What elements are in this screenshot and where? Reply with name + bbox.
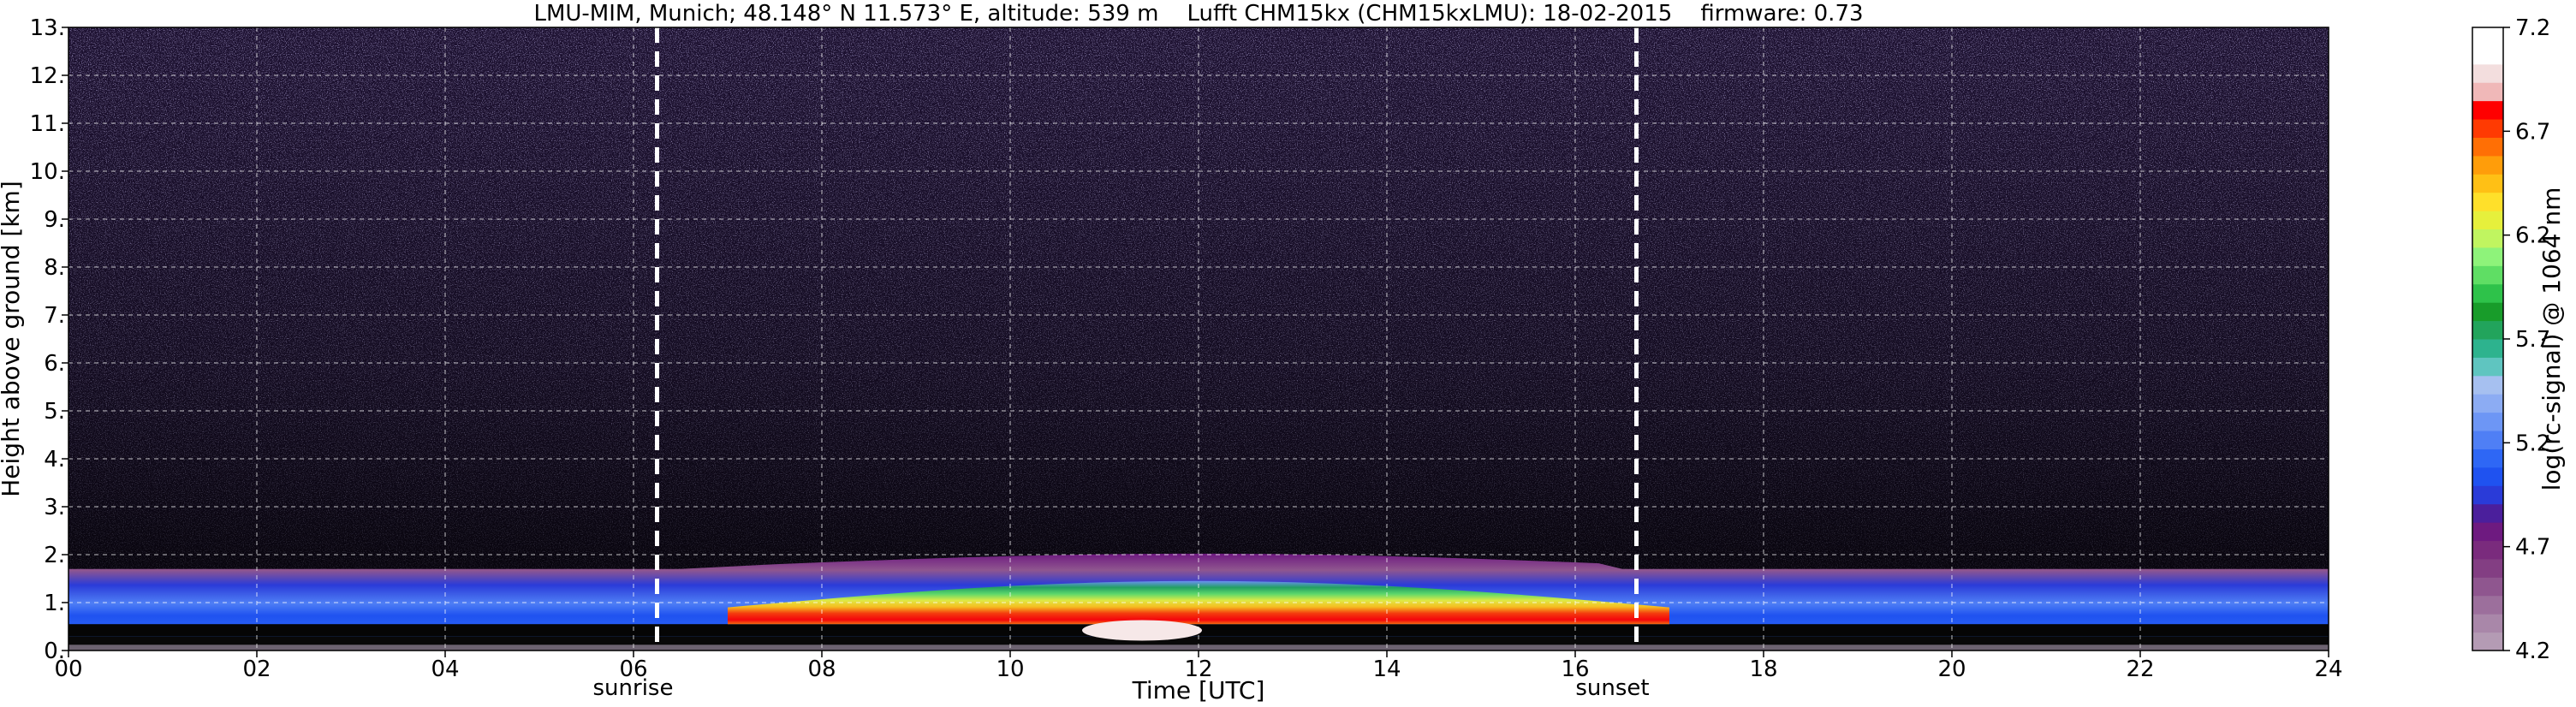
colorbar-swatch (2472, 63, 2503, 83)
y-axis: 0. 1. 2. 3. 4. 5. 6. 7. 8. 9. 10. 11. 12. 13. (30, 15, 68, 664)
colorbar-swatch (2472, 283, 2503, 303)
y-tick-label: 0. (44, 639, 65, 664)
x-tick-label: 00 (54, 656, 82, 682)
colorbar-swatch (2472, 45, 2503, 65)
colorbar-swatch (2472, 357, 2503, 377)
x-tick-label: 20 (1937, 656, 1966, 682)
annotation-sunset: sunset (1575, 675, 1649, 701)
y-tick-label: 13. (30, 15, 65, 41)
colorbar-tick-label: 5.2 (2515, 431, 2550, 456)
annotation-sunrise: sunrise (593, 675, 674, 701)
y-tick-label: 3. (44, 495, 65, 520)
x-tick-label: 16 (1561, 656, 1589, 682)
colorbar-swatch (2472, 265, 2503, 285)
sun-markers (655, 27, 1639, 651)
x-tick-label: 10 (996, 656, 1024, 682)
colorbar-swatch (2472, 27, 2503, 46)
saturated-patch (1082, 620, 1202, 641)
colorbar-swatch (2472, 375, 2503, 395)
colorbar-tick-label: 5.7 (2515, 327, 2550, 353)
colorbar-swatch (2472, 119, 2503, 138)
y-tick-label: 8. (44, 255, 65, 281)
colorbar-swatch (2472, 431, 2503, 449)
x-axis: 00 02 04 06 08 10 12 14 16 18 20 22 24 (54, 651, 2343, 682)
y-axis-label: Height above ground [km] (0, 181, 25, 497)
colorbar-swatch (2472, 485, 2503, 505)
colorbar-swatch (2472, 394, 2503, 413)
colorbar-swatch (2472, 540, 2503, 560)
colorbar: 4.2 4.7 5.2 5.7 6.2 6.7 7.2 (2472, 15, 2550, 664)
colorbar-swatch (2472, 302, 2503, 322)
annotations: sunrise sunset (593, 675, 1650, 701)
colorbar-swatch (2472, 229, 2503, 248)
colorbar-label: log(rc-signal) @ 1064 nm (2537, 187, 2566, 491)
colorbar-tick-label: 4.7 (2515, 535, 2550, 561)
colorbar-tick-label: 7.2 (2515, 15, 2550, 41)
colorbar-swatch (2472, 614, 2503, 633)
y-tick-label: 11. (30, 111, 65, 137)
x-tick-label: 24 (2314, 656, 2342, 682)
colorbar-swatch (2472, 192, 2503, 211)
x-tick-label: 22 (2126, 656, 2154, 682)
colorbar-swatch (2472, 137, 2503, 157)
x-tick-label: 04 (431, 656, 459, 682)
colorbar-swatch (2472, 503, 2503, 523)
x-tick-label: 08 (807, 656, 836, 682)
colorbar-swatch (2472, 412, 2503, 431)
colorbar-swatch (2472, 247, 2503, 266)
colorbar-swatch (2472, 577, 2503, 597)
y-tick-label: 2. (44, 543, 65, 568)
colorbar-swatch (2472, 632, 2503, 651)
x-tick-label: 02 (242, 656, 271, 682)
y-tick-label: 4. (44, 447, 65, 472)
x-tick-label: 14 (1372, 656, 1401, 682)
colorbar-tick-label: 6.7 (2515, 119, 2550, 145)
colorbar-swatch (2472, 558, 2503, 578)
y-tick-label: 7. (44, 303, 65, 329)
colorbar-swatch (2472, 595, 2503, 615)
colorbar-swatch (2472, 466, 2503, 486)
y-tick-label: 9. (44, 207, 65, 233)
colorbar-swatch (2472, 155, 2503, 175)
y-tick-label: 12. (30, 63, 65, 89)
colorbar-swatch (2472, 82, 2503, 102)
y-tick-label: 5. (44, 399, 65, 425)
x-axis-label: Time [UTC] (1132, 676, 1265, 704)
colorbar-tick-label: 6.2 (2515, 223, 2550, 249)
y-tick-label: 6. (44, 351, 65, 377)
x-tick-label: 12 (1184, 656, 1212, 682)
colorbar-swatch (2472, 449, 2503, 468)
y-tick-label: 10. (30, 159, 65, 185)
colorbar-tick-label: 4.2 (2515, 639, 2550, 664)
grid-lines (68, 27, 2329, 651)
colorbar-swatch (2472, 339, 2503, 358)
colorbar-swatch (2472, 174, 2503, 193)
x-tick-label: 06 (619, 656, 647, 682)
plot-area (68, 27, 2329, 651)
chart-title: LMU-MIM, Munich; 48.148° N 11.573° E, al… (533, 1, 1863, 27)
colorbar-swatch (2472, 320, 2503, 340)
colorbar-swatch (2472, 522, 2503, 542)
colorbar-swatch (2472, 211, 2503, 230)
y-tick-label: 1. (44, 591, 65, 616)
colorbar-swatch (2472, 100, 2503, 120)
x-tick-label: 18 (1749, 656, 1777, 682)
